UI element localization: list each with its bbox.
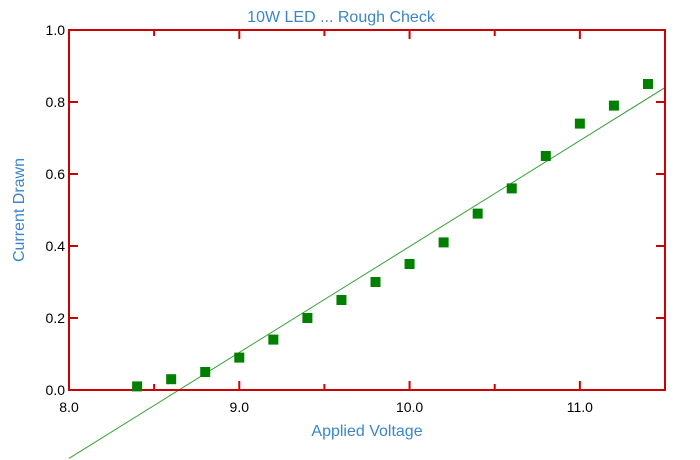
data-point [336, 295, 347, 305]
plot-frame [68, 29, 666, 391]
data-point [370, 277, 381, 287]
data-point [268, 334, 279, 345]
y-tick-label: 0.2 [46, 310, 66, 326]
y-tick-label: 0.0 [46, 382, 66, 398]
x-tick-label: 10.0 [396, 399, 423, 415]
fit-line [68, 87, 665, 459]
data-point [642, 79, 653, 89]
data-point [438, 237, 449, 248]
data-point [166, 374, 177, 385]
data-point [472, 208, 483, 219]
y-tick-label: 0.4 [46, 238, 66, 254]
y-tick-label: 0.6 [46, 166, 66, 182]
data-point [200, 367, 211, 377]
data-point [574, 118, 585, 129]
data-point [234, 352, 245, 363]
y-axis-label: Current Drawn [11, 158, 28, 262]
plot-layer: 8.0 9.0 10.0 11.0 0.0 0.2 0.4 0.6 0.8 1.0 [46, 22, 666, 459]
data-point [302, 313, 313, 323]
x-axis-label: Applied Voltage [311, 423, 422, 440]
data-point [608, 100, 619, 111]
y-tick-label: 0.8 [46, 94, 66, 110]
data-point [404, 259, 415, 269]
x-tick-label: 11.0 [567, 399, 593, 415]
x-tick-label: 8.0 [59, 399, 79, 415]
data-point [132, 381, 143, 392]
x-tick-label: 9.0 [230, 399, 250, 415]
data-point [506, 183, 517, 194]
chart-title: 10W LED ... Rough Check [247, 9, 436, 26]
y-tick-label: 1.0 [46, 22, 66, 38]
data-point [540, 151, 551, 161]
